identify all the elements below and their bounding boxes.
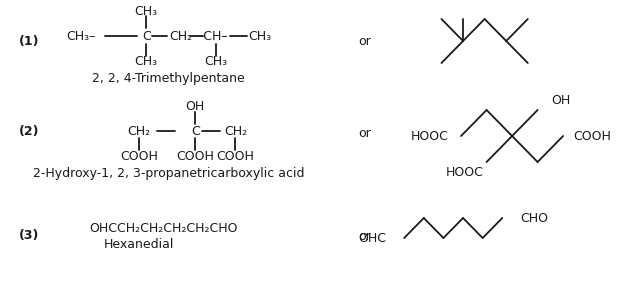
Text: HOOC: HOOC xyxy=(410,130,448,142)
Text: OHCCH₂CH₂CH₂CH₂CHO: OHCCH₂CH₂CH₂CH₂CHO xyxy=(89,221,238,234)
Text: OHC: OHC xyxy=(358,231,386,244)
Text: (1): (1) xyxy=(19,35,40,47)
Text: or: or xyxy=(358,126,371,139)
Text: COOH: COOH xyxy=(574,130,612,142)
Text: –CH–: –CH– xyxy=(197,30,228,43)
Text: (3): (3) xyxy=(19,229,40,242)
Text: or: or xyxy=(358,229,371,242)
Text: Hexanedial: Hexanedial xyxy=(104,237,175,250)
Text: 2, 2, 4-Trimethylpentane: 2, 2, 4-Trimethylpentane xyxy=(93,72,245,84)
Text: CH₃: CH₃ xyxy=(135,4,158,17)
Text: OH: OH xyxy=(551,94,571,107)
Text: 2-Hydroxy-1, 2, 3-propanetricarboxylic acid: 2-Hydroxy-1, 2, 3-propanetricarboxylic a… xyxy=(33,168,304,181)
Text: COOH: COOH xyxy=(217,149,255,163)
Text: CH₃: CH₃ xyxy=(204,54,227,67)
Text: CHO: CHO xyxy=(520,212,548,224)
Text: CH₂: CH₂ xyxy=(169,30,192,43)
Text: C: C xyxy=(142,30,150,43)
Text: or: or xyxy=(358,35,371,47)
Text: OH: OH xyxy=(186,99,205,112)
Text: C: C xyxy=(191,125,199,138)
Text: COOH: COOH xyxy=(176,149,214,163)
Text: COOH: COOH xyxy=(120,149,158,163)
Text: CH₃–: CH₃– xyxy=(66,30,95,43)
Text: HOOC: HOOC xyxy=(446,165,484,178)
Text: CH₃: CH₃ xyxy=(248,30,271,43)
Text: (2): (2) xyxy=(19,125,40,138)
Text: CH₂: CH₂ xyxy=(224,125,247,138)
Text: CH₃: CH₃ xyxy=(135,54,158,67)
Text: CH₂: CH₂ xyxy=(128,125,151,138)
